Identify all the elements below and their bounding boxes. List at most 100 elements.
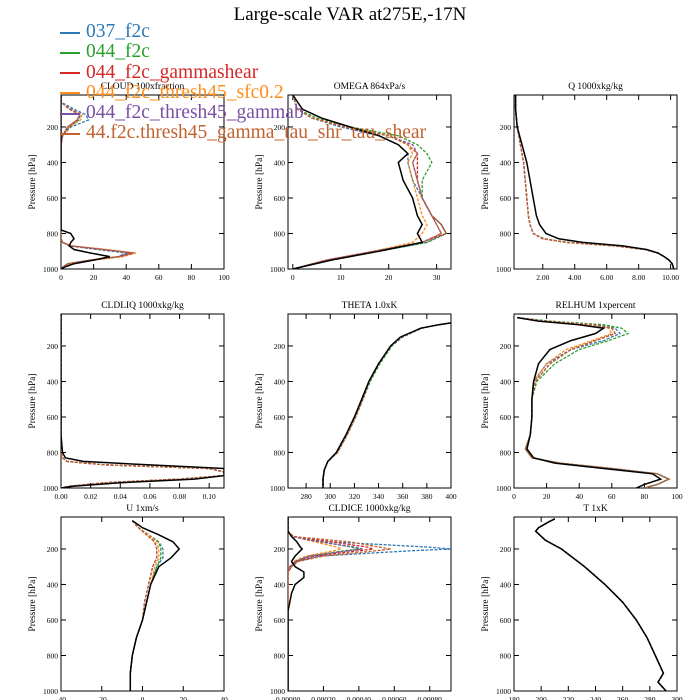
- x-tick-label: 60: [155, 273, 163, 282]
- series-line: [534, 518, 667, 691]
- x-tick-label: 0.00000: [276, 695, 301, 700]
- subplot-title: Q 1000xkg/kg: [568, 82, 623, 92]
- subplot-title: THETA 1.0xK: [342, 301, 398, 311]
- subplot-title: CLDLIQ 1000xkg/kg: [101, 301, 184, 311]
- series-line: [517, 316, 671, 488]
- y-tick-label: 800: [47, 448, 59, 457]
- subplot: 200 400 600 800 1000 280 300 320 340 360 380 400 Pre…: [255, 301, 457, 501]
- x-tick-label: 260: [617, 695, 629, 700]
- series-line: [288, 517, 344, 691]
- baseline-line: [61, 314, 224, 488]
- y-axis-label: Pressure [hPa]: [28, 154, 38, 209]
- legend-label: 044_f2c_thresh45_sfc0.2: [86, 81, 284, 103]
- x-tick-label: 6.00: [600, 273, 613, 282]
- series-group: [534, 518, 667, 691]
- subplot-title: OMEGA 864xPa/s: [334, 82, 406, 92]
- legend: 037_f2c 044_f2c 044_f2c_gammashear 044_f…: [60, 21, 426, 144]
- series-group: [322, 322, 451, 488]
- x-tick-label: 280: [300, 492, 312, 501]
- x-tick-label: 400: [445, 492, 457, 501]
- series-line: [517, 316, 671, 488]
- y-tick-label: 600: [47, 194, 59, 203]
- series-line: [517, 316, 671, 488]
- legend-swatch: [60, 31, 80, 34]
- subplot-title: CLDICE 1000xkg/kg: [328, 504, 410, 514]
- y-tick-label: 1000: [43, 265, 58, 274]
- y-tick-label: 800: [274, 651, 286, 660]
- x-tick-label: 2.00: [536, 273, 549, 282]
- baseline-line: [534, 518, 667, 691]
- x-tick-label: 60: [608, 492, 616, 501]
- y-tick-label: 1000: [270, 687, 285, 696]
- x-tick-label: 0.10: [203, 492, 216, 501]
- series-line: [129, 520, 160, 691]
- plot-frame: [513, 313, 678, 489]
- x-tick-label: 80: [641, 492, 649, 501]
- y-tick-label: 200: [500, 342, 512, 351]
- legend-swatch: [60, 133, 80, 136]
- series-group: [129, 519, 181, 691]
- series-line: [288, 517, 363, 691]
- legend-swatch: [60, 51, 80, 54]
- y-tick-label: 200: [500, 545, 512, 554]
- series-line: [322, 322, 451, 488]
- x-tick-label: 100: [671, 492, 683, 501]
- x-tick-label: 0.06: [143, 492, 156, 501]
- x-tick-label: 0: [512, 492, 516, 501]
- series-line: [514, 95, 675, 269]
- subplot-title: T 1xK: [583, 504, 608, 514]
- legend-label: 44.f2c.thresh45_gamma_tau_shr_tau_shear: [86, 122, 427, 144]
- y-axis-label: Pressure [hPa]: [255, 154, 265, 209]
- y-tick-label: 400: [47, 580, 59, 589]
- x-tick-label: 20: [385, 273, 393, 282]
- x-tick-label: -20: [97, 695, 107, 700]
- series-line: [322, 322, 451, 488]
- y-tick-label: 1000: [43, 687, 58, 696]
- y-tick-label: 800: [47, 651, 59, 660]
- legend-entry: 44.f2c.thresh45_gamma_tau_shr_tau_shear: [60, 123, 426, 143]
- legend-entry: 044_f2c_thresh45_sfc0.2: [60, 81, 426, 103]
- y-tick-label: 800: [47, 229, 59, 238]
- y-tick-label: 200: [274, 123, 286, 132]
- baseline-line: [517, 316, 663, 488]
- y-tick-label: 600: [47, 413, 59, 422]
- y-tick-label: 800: [274, 448, 286, 457]
- x-tick-label: 0: [141, 695, 145, 700]
- series-line: [292, 95, 443, 269]
- x-tick-label: 0.00040: [347, 695, 372, 700]
- series-line: [534, 518, 667, 691]
- baseline-line: [292, 95, 424, 269]
- x-tick-label: 360: [397, 492, 409, 501]
- baseline-line: [288, 517, 305, 691]
- legend-label: 044_f2c: [86, 41, 150, 63]
- plot-frame: [287, 94, 452, 270]
- x-tick-label: 40: [220, 695, 228, 700]
- x-tick-label: 320: [349, 492, 361, 501]
- x-tick-label: 0.08: [173, 492, 186, 501]
- x-tick-label: 20: [180, 695, 188, 700]
- x-tick-label: 300: [325, 492, 337, 501]
- x-tick-label: 80: [188, 273, 196, 282]
- y-tick-label: 400: [274, 158, 286, 167]
- x-tick-label: 0.04: [114, 492, 127, 501]
- legend-swatch: [60, 112, 80, 115]
- plot-frame: [287, 313, 452, 489]
- x-tick-label: 0: [291, 273, 295, 282]
- series-line: [322, 322, 451, 488]
- series-line: [534, 518, 667, 691]
- y-tick-label: 1000: [270, 265, 285, 274]
- y-tick-label: 1000: [270, 484, 285, 493]
- x-tick-label: 340: [373, 492, 385, 501]
- series-line: [534, 518, 667, 691]
- y-axis-label: Pressure [hPa]: [481, 154, 491, 209]
- series-line: [517, 316, 671, 488]
- legend-label: 044_f2c_thresh45_gammab: [86, 102, 304, 124]
- x-tick-label: 10.00: [662, 273, 679, 282]
- y-tick-label: 600: [274, 194, 286, 203]
- x-tick-label: 180: [508, 695, 520, 700]
- series-line: [534, 518, 667, 691]
